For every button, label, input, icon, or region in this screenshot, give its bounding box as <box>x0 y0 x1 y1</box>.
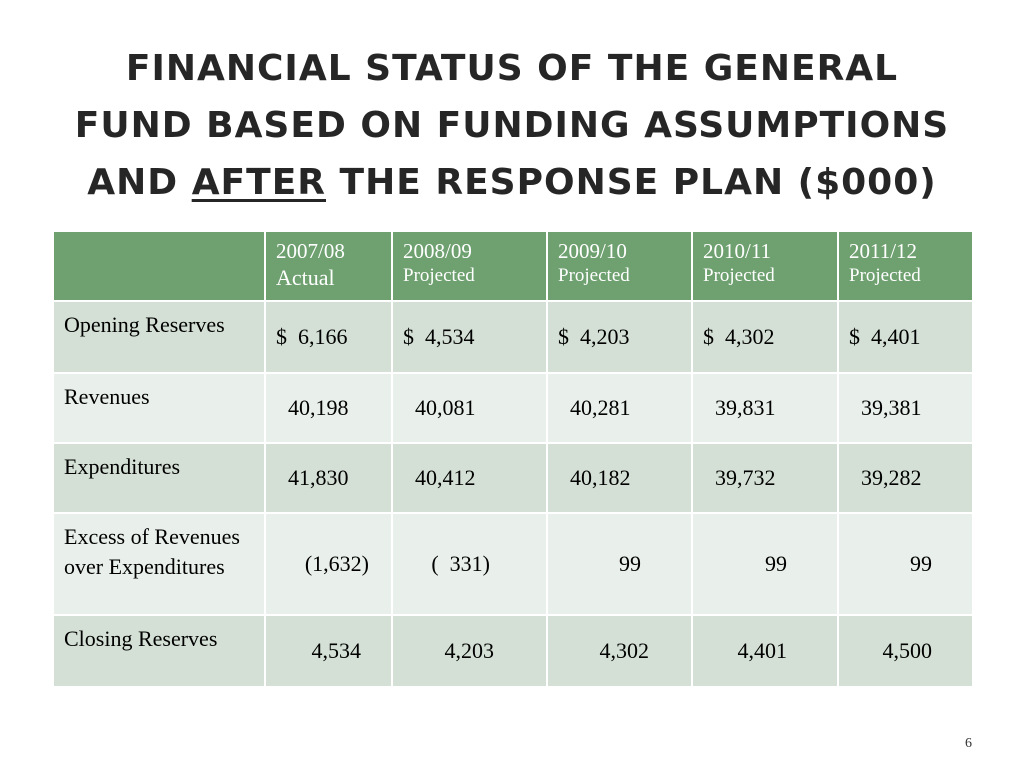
table-cell: 4,500 <box>837 614 974 688</box>
header-year: 2007/08 <box>276 239 345 263</box>
table-cell: 40,198 <box>264 372 393 444</box>
table-cell: $ 4,203 <box>546 300 693 374</box>
header-cell-2007-08: 2007/08 Actual <box>264 230 393 302</box>
header-subtitle: Projected <box>849 265 921 286</box>
table-cell: 99 <box>546 512 693 616</box>
table-cell: 39,732 <box>691 442 839 514</box>
header-cell-2010-11: 2010/11 Projected <box>691 230 839 302</box>
table-row-closing-reserves: Closing Reserves 4,534 4,203 4,302 4,401… <box>52 614 974 688</box>
header-subtitle: Projected <box>558 265 630 286</box>
table-cell: 40,412 <box>391 442 548 514</box>
header-cell-2009-10: 2009/10 Projected <box>546 230 693 302</box>
header-year: 2008/09 <box>403 239 472 263</box>
row-label: Closing Reserves <box>52 614 266 688</box>
title-line-3-emphasis: AFTER <box>191 162 327 203</box>
row-label: Opening Reserves <box>52 300 266 374</box>
table-cell: 41,830 <box>264 442 393 514</box>
table-cell: 39,282 <box>837 442 974 514</box>
page-number: 6 <box>965 736 972 751</box>
header-corner-cell <box>52 230 266 302</box>
header-year: 2011/12 <box>849 239 918 263</box>
table-cell: 4,203 <box>391 614 548 688</box>
table-cell: $ 4,302 <box>691 300 839 374</box>
row-label: Revenues <box>52 372 266 444</box>
header-year: 2010/11 <box>703 239 772 263</box>
header-year: 2009/10 <box>558 239 627 263</box>
table-row-excess: Excess of Revenues over Expenditures (1,… <box>52 512 974 616</box>
table-cell: 99 <box>837 512 974 616</box>
table-cell: 40,081 <box>391 372 548 444</box>
header-subtitle: Projected <box>703 265 775 286</box>
table-cell: 4,302 <box>546 614 693 688</box>
table-cell: (1,632) <box>264 512 393 616</box>
table-cell: $ 4,534 <box>391 300 548 374</box>
table-cell: 4,401 <box>691 614 839 688</box>
title-line-3-prefix: AND <box>87 162 192 203</box>
row-label: Expenditures <box>52 442 266 514</box>
table-row-revenues: Revenues 40,198 40,081 40,281 39,831 39,… <box>52 372 974 444</box>
slide-title: FINANCIAL STATUS OF THE GENERAL FUND BAS… <box>40 40 984 211</box>
table-cell: 39,831 <box>691 372 839 444</box>
financial-status-table: 2007/08 Actual 2008/09 Projected 2009/10… <box>52 230 974 688</box>
title-line-3-suffix: THE RESPONSE PLAN ($000) <box>326 162 937 203</box>
table-cell: $ 6,166 <box>264 300 393 374</box>
table-cell: 4,534 <box>264 614 393 688</box>
header-cell-2008-09: 2008/09 Projected <box>391 230 548 302</box>
table-cell: $ 4,401 <box>837 300 974 374</box>
table-row-expenditures: Expenditures 41,830 40,412 40,182 39,732… <box>52 442 974 514</box>
table-row-opening-reserves: Opening Reserves $ 6,166 $ 4,534 $ 4,203… <box>52 300 974 374</box>
header-cell-2011-12: 2011/12 Projected <box>837 230 974 302</box>
row-label: Excess of Revenues over Expenditures <box>52 512 266 616</box>
table-cell: 99 <box>691 512 839 616</box>
table-cell: 40,182 <box>546 442 693 514</box>
header-subtitle: Actual <box>276 265 335 290</box>
title-line-1: FINANCIAL STATUS OF THE GENERAL <box>125 48 899 89</box>
header-subtitle: Projected <box>403 265 475 286</box>
table-cell: ( 331) <box>391 512 548 616</box>
table-cell: 40,281 <box>546 372 693 444</box>
title-line-2: FUND BASED ON FUNDING ASSUMPTIONS <box>74 105 950 146</box>
table-cell: 39,381 <box>837 372 974 444</box>
table-header-row: 2007/08 Actual 2008/09 Projected 2009/10… <box>52 230 974 302</box>
